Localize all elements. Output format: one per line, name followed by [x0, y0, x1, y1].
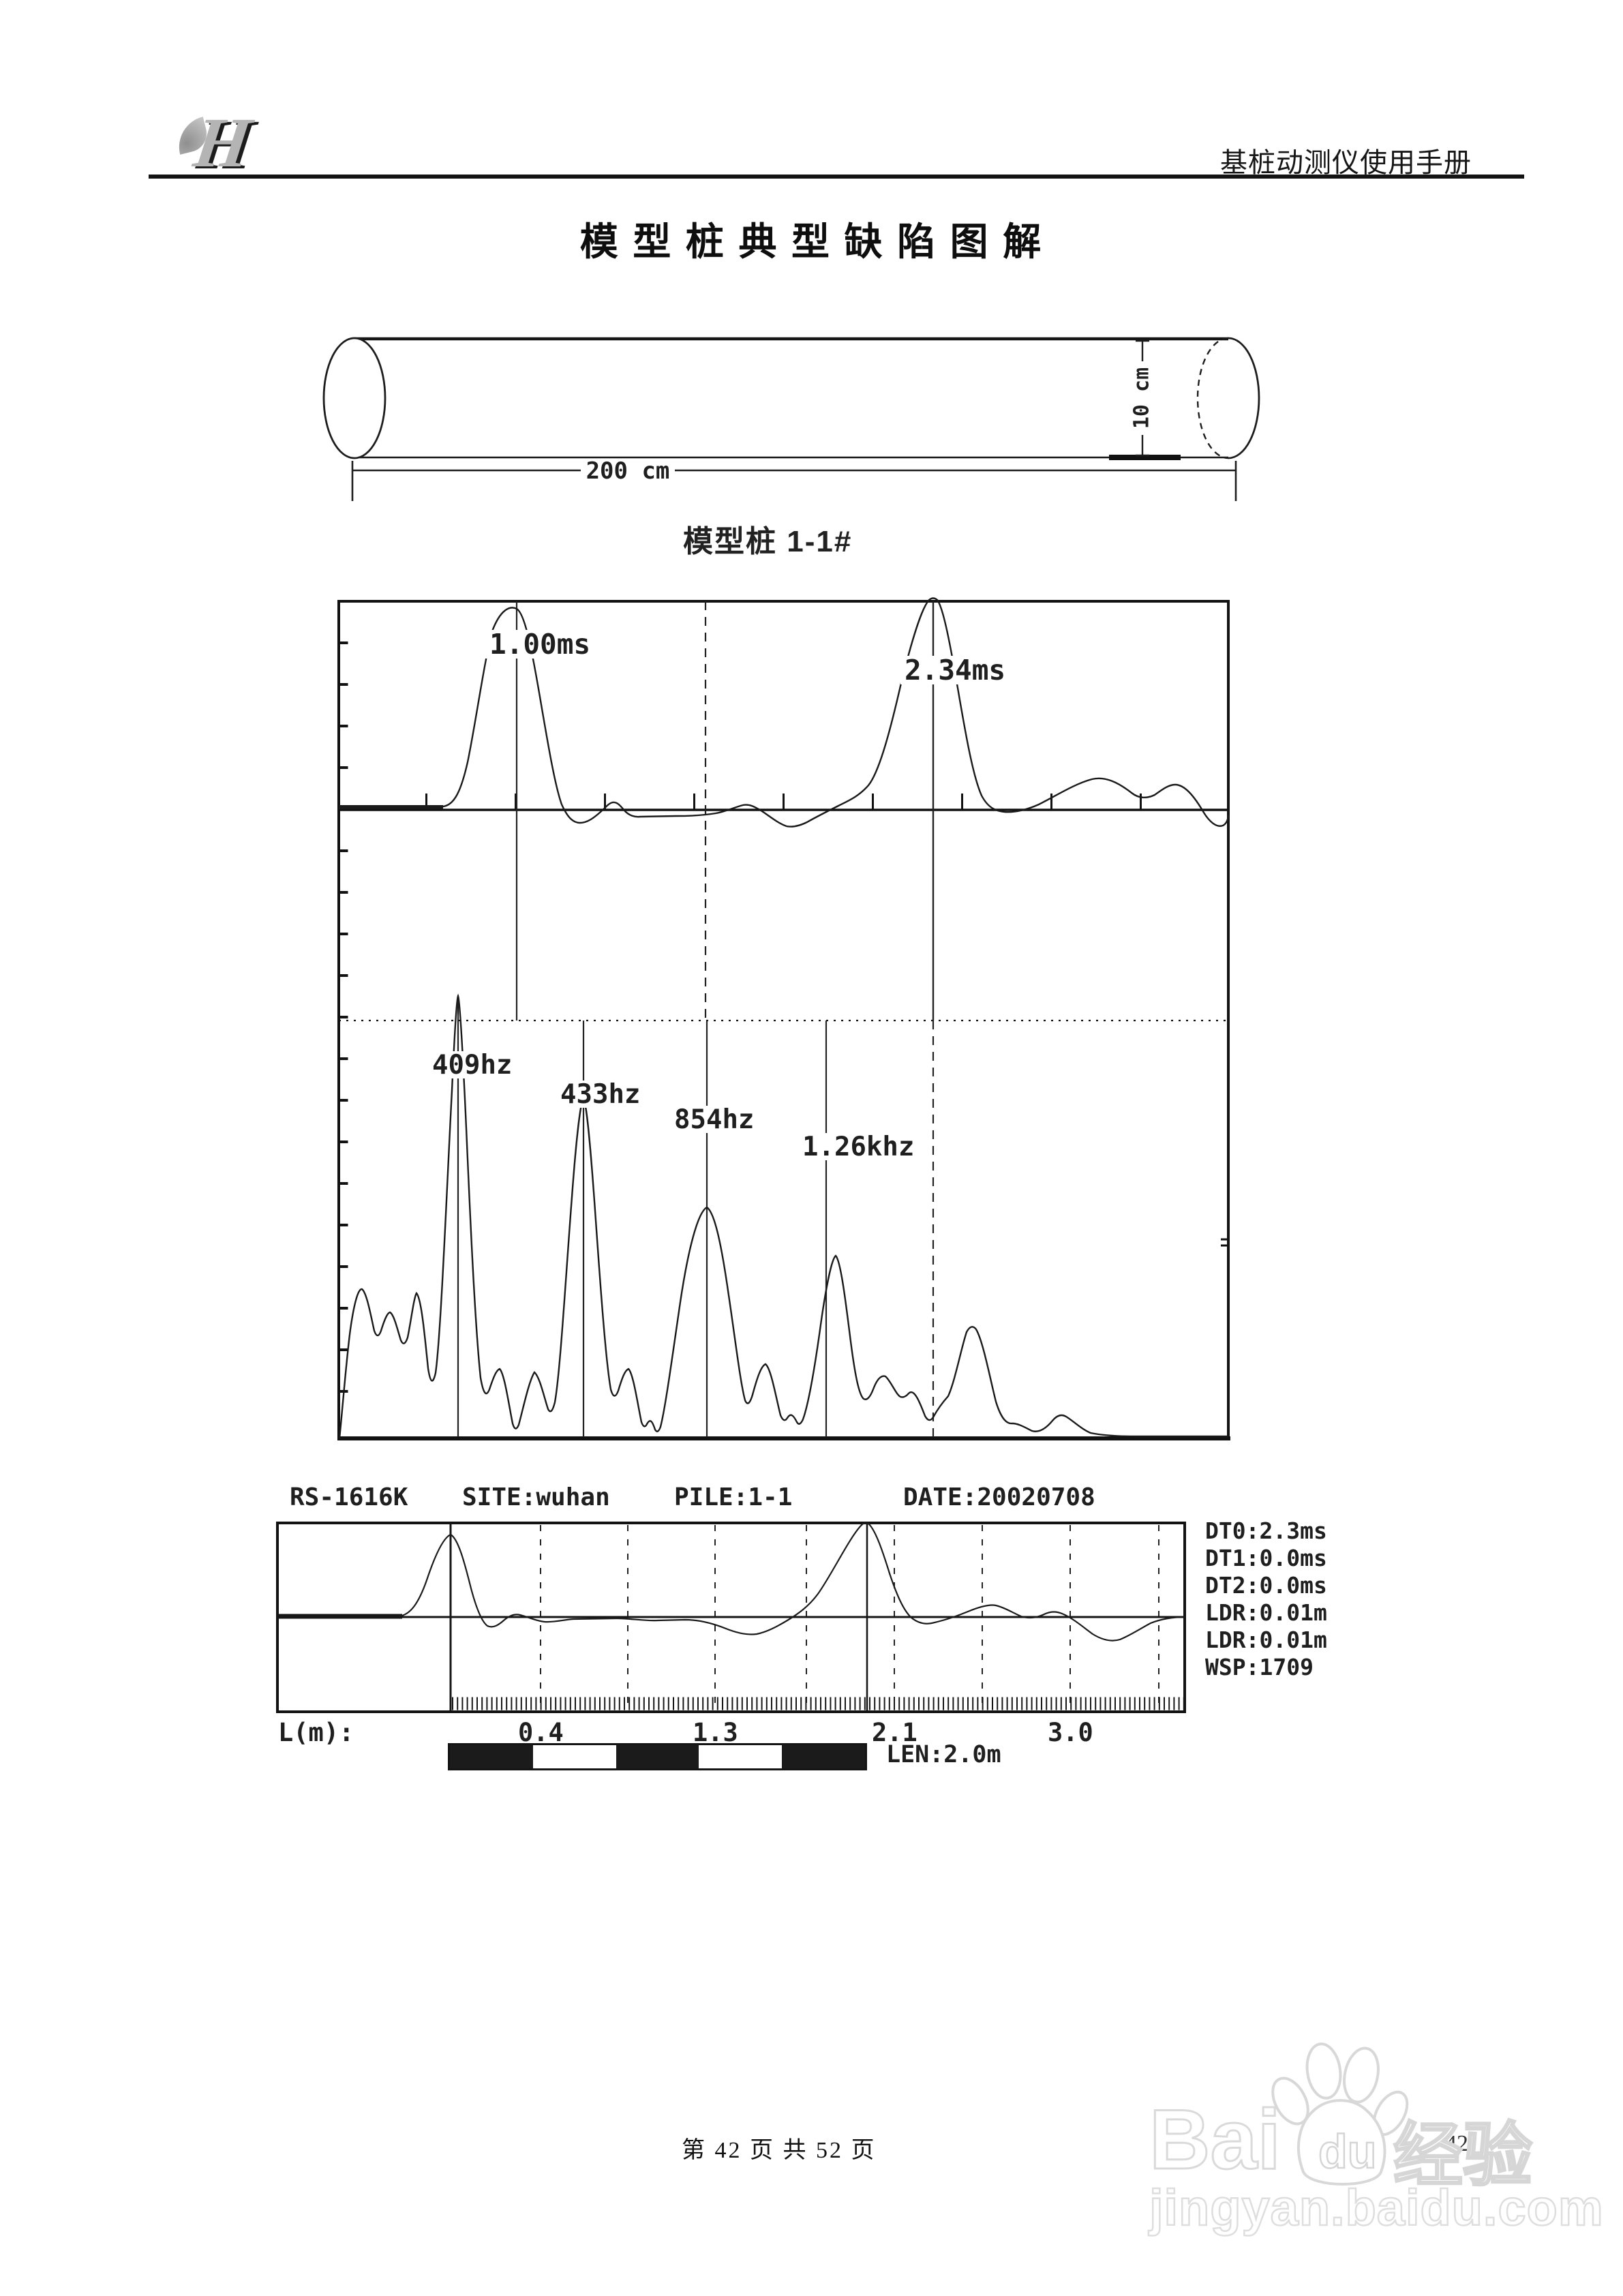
param-ldr1: LDR:0.01m: [1205, 1599, 1327, 1626]
site-field: SITE:wuhan: [462, 1483, 610, 1511]
scale-segment-white: [532, 1745, 616, 1768]
diameter-label: 10 cm: [1130, 367, 1154, 429]
cylinder-right-end: [1228, 337, 1260, 459]
device-model: RS-1616K: [290, 1483, 408, 1511]
scale-segment-black: [782, 1745, 865, 1768]
scale-segment-black: [616, 1745, 699, 1768]
f1-label: 409hz: [432, 1050, 512, 1081]
watermark-url: jingyan.baidu.com: [1149, 2179, 1604, 2237]
watermark-jingyan-text: 经验: [1393, 2116, 1534, 2196]
company-logo: H: [189, 104, 256, 182]
length-scale-bar: [448, 1743, 867, 1770]
cylinder-right-end-hidden: [1196, 337, 1229, 459]
chart-frame: [337, 600, 1230, 1440]
peak2-label: 2.34ms: [905, 654, 1005, 686]
param-dt1: DT1:0.0ms: [1205, 1545, 1327, 1571]
pile-length-label: LEN:2.0m: [886, 1741, 1001, 1768]
measured-curve-chart: [276, 1522, 1186, 1713]
peak1-label-bg: [485, 630, 591, 659]
cylinder-left-end: [322, 337, 386, 459]
depth-tick-21: 2.1: [872, 1718, 917, 1747]
f3-label: 854hz: [674, 1104, 754, 1135]
watermark-paw-icon: du: [1271, 2042, 1409, 2186]
watermark-du-text: du: [1318, 2125, 1377, 2178]
f4-label-bg: [799, 1133, 915, 1160]
f3-label-bg: [671, 1106, 754, 1133]
length-label: 200 cm: [586, 457, 670, 485]
depth-tick-30: 3.0: [1048, 1718, 1093, 1747]
depth-tick-13: 1.3: [693, 1718, 738, 1747]
signal-and-spectrum-chart: 1.00ms 2.34ms 409hz 433hz 854hz 1.26khz: [337, 597, 1230, 1440]
f2-label-bg: [557, 1081, 640, 1108]
watermark-baidu-text: Bai: [1149, 2092, 1282, 2188]
manual-title: 基桩动测仪使用手册: [1220, 147, 1472, 178]
page-title: 模 型 桩 典 型 缺 陷 图 解: [579, 220, 1044, 263]
f2-label: 433hz: [560, 1079, 640, 1110]
peak2-label-bg: [900, 656, 1004, 684]
spectrum-curve: [338, 993, 1228, 1439]
peak1-label: 1.00ms: [489, 628, 590, 661]
diameter-label-bg: [1127, 361, 1157, 435]
param-ldr2: LDR:0.01m: [1205, 1627, 1327, 1653]
depth-tick-04: 0.4: [518, 1718, 564, 1747]
f4-label: 1.26khz: [802, 1132, 914, 1162]
pile-cylinder-diagram: 10 cm 200 cm: [322, 337, 1260, 501]
header-rule: [149, 175, 1524, 179]
footer-page-info: 第 42 页 共 52 页: [682, 2138, 877, 2163]
parameter-block: DT0:2.3ms DT1:0.0ms DT2:0.0ms LDR:0.01m …: [1205, 1517, 1327, 1681]
depth-axis-label: L(m):: [278, 1718, 354, 1747]
depth-gridlines: [540, 1525, 1159, 1710]
param-wsp: WSP:1709: [1205, 1654, 1314, 1680]
time-waveform: [339, 597, 1230, 828]
pile-caption: 模型桩 1-1#: [683, 525, 853, 558]
page-number: 42: [1445, 2131, 1468, 2156]
scale-segment-black: [450, 1745, 533, 1768]
measured-waveform: [398, 1522, 1186, 1642]
f1-label-bg: [429, 1051, 511, 1078]
param-dt0: DT0:2.3ms: [1205, 1517, 1327, 1544]
pile-field: PILE:1-1: [674, 1483, 793, 1511]
scale-segment-white: [699, 1745, 783, 1768]
date-field: DATE:20020708: [903, 1483, 1095, 1511]
param-dt2: DT2:0.0ms: [1205, 1572, 1327, 1599]
